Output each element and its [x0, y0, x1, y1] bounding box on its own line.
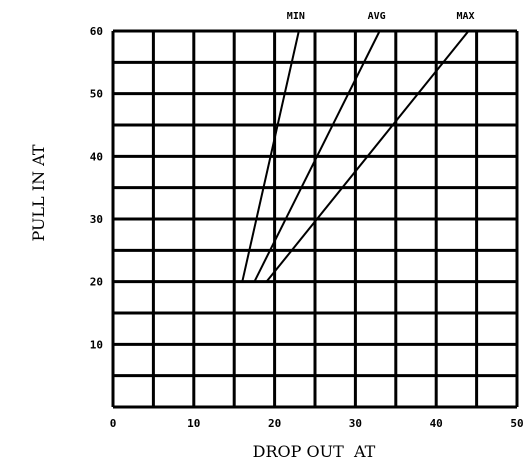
y-tick-labels: 10 20 30 40 50 60: [90, 25, 103, 351]
y-axis-title: PULL IN AT: [29, 144, 48, 241]
x-axis-title: DROP OUT AT: [253, 442, 376, 461]
y-tick-label: 10: [90, 338, 103, 351]
series-line-avg: [253, 30, 381, 283]
y-tick-label: 40: [90, 150, 103, 163]
x-tick-label: 50: [510, 417, 523, 430]
y-tick-label: 20: [90, 276, 103, 289]
series-label-min: MIN: [287, 11, 305, 22]
x-tick-labels: 0 10 20 30 40 50: [110, 417, 524, 430]
x-tick-label: 10: [187, 417, 200, 430]
x-tick-label: 30: [349, 417, 362, 430]
x-tick-label: 0: [110, 417, 117, 430]
grid: [111, 29, 519, 409]
y-tick-label: 60: [90, 25, 103, 38]
series-label-avg: AVG: [368, 11, 386, 22]
x-tick-label: 40: [430, 417, 443, 430]
y-tick-label: 30: [90, 213, 103, 226]
series-lines: [241, 30, 470, 283]
x-tick-label: 20: [268, 417, 281, 430]
y-tick-label: 50: [90, 88, 103, 101]
series-line-min: [241, 30, 300, 282]
series-line-max: [265, 30, 470, 283]
series-label-max: MAX: [456, 11, 474, 22]
series-labels: MIN AVG MAX: [287, 11, 475, 22]
